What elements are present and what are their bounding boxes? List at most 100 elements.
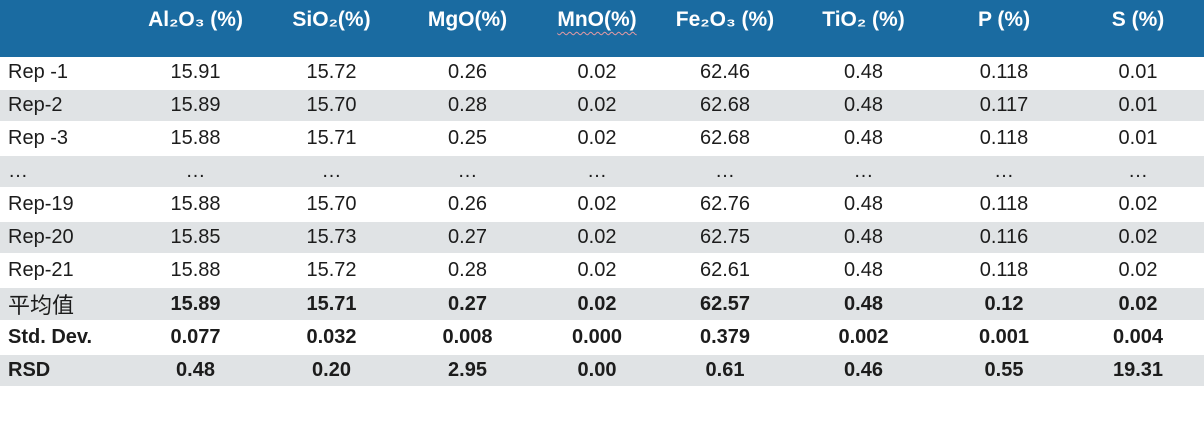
cell-mean-p: 0.12 — [936, 287, 1072, 322]
cell-rep-3-sio2: 15.71 — [263, 122, 400, 156]
cell-rep-1-p: 0.118 — [936, 57, 1072, 90]
cell-rep-3-mno: 0.02 — [535, 122, 659, 156]
cell-ellipsis-al2o3: … — [128, 155, 263, 189]
cell-rep-20-sio2: 15.73 — [263, 221, 400, 255]
table-row-rep-20: Rep-20 15.85 15.73 0.27 0.02 62.75 0.48 0.116 0.… — [0, 221, 1204, 255]
cell-rep-21-s: 0.02 — [1072, 254, 1204, 288]
replicate-analysis-table: Al₂O₃ (%) SiO₂(%) MgO(%) MnO(%) Fe₂O₃ (%) TiO… — [0, 0, 1204, 388]
cell-rep-19-mgo: 0.26 — [400, 188, 535, 222]
row-label-ellipsis: … — [0, 155, 128, 189]
cell-rep-2-al2o3: 15.89 — [128, 89, 263, 123]
column-header-p: P (%) — [936, 0, 1072, 57]
cell-rep-3-fe2o3: 62.68 — [659, 122, 791, 156]
cell-rep-20-fe2o3: 62.75 — [659, 221, 791, 255]
cell-rep-1-mgo: 0.26 — [400, 57, 535, 90]
table-row-ellipsis: ……………………… — [0, 155, 1204, 189]
cell-ellipsis-p: … — [936, 155, 1072, 189]
cell-rep-1-mno: 0.02 — [535, 57, 659, 90]
table-row-mean: 平均值 15.89 15.71 0.27 0.02 62.57 0.48 0.12 0.02 — [0, 287, 1204, 322]
row-label-rep-21: Rep-21 — [0, 254, 128, 288]
cell-mean-sio2: 15.71 — [263, 287, 400, 322]
cell-rsd-fe2o3: 0.61 — [659, 354, 791, 388]
cell-ellipsis-tio2: … — [791, 155, 936, 189]
cell-rep-19-s: 0.02 — [1072, 188, 1204, 222]
table-row-std-dev: Std. Dev. 0.077 0.032 0.008 0.000 0.379 0.002 0… — [0, 321, 1204, 355]
cell-ellipsis-mno: … — [535, 155, 659, 189]
spellcheck-squiggle-text: MnO(%) — [557, 8, 637, 31]
cell-rep-3-mgo: 0.25 — [400, 122, 535, 156]
cell-rep-1-fe2o3: 62.46 — [659, 57, 791, 90]
row-label-std-dev: Std. Dev. — [0, 321, 128, 355]
cell-mean-tio2: 0.48 — [791, 287, 936, 322]
cell-rep-2-s: 0.01 — [1072, 89, 1204, 123]
row-label-rep-1: Rep -1 — [0, 57, 128, 90]
cell-rsd-p: 0.55 — [936, 354, 1072, 388]
cell-ellipsis-sio2: … — [263, 155, 400, 189]
cell-rep-2-mno: 0.02 — [535, 89, 659, 123]
table-header: Al₂O₃ (%) SiO₂(%) MgO(%) MnO(%) Fe₂O₃ (%) TiO… — [0, 0, 1204, 57]
row-label-rep-19: Rep-19 — [0, 188, 128, 222]
table-row-rep-3: Rep -3 15.88 15.71 0.25 0.02 62.68 0.48 0.118 0.… — [0, 122, 1204, 156]
column-header-sio2: SiO₂(%) — [263, 0, 400, 57]
cell-rep-20-mgo: 0.27 — [400, 221, 535, 255]
column-header-mgo: MgO(%) — [400, 0, 535, 57]
cell-rep-3-al2o3: 15.88 — [128, 122, 263, 156]
cell-ellipsis-s: … — [1072, 155, 1204, 189]
cell-std-dev-sio2: 0.032 — [263, 321, 400, 355]
cell-rep-21-p: 0.118 — [936, 254, 1072, 288]
cell-mean-al2o3: 15.89 — [128, 287, 263, 322]
cell-mean-fe2o3: 62.57 — [659, 287, 791, 322]
column-header-mno: MnO(%) — [535, 0, 659, 57]
row-label-rep-3: Rep -3 — [0, 122, 128, 156]
corner-header-cell — [0, 0, 128, 57]
table-body: Rep -1 15.91 15.72 0.26 0.02 62.46 0.48 0.118 0.… — [0, 57, 1204, 388]
cell-rep-21-mgo: 0.28 — [400, 254, 535, 288]
cell-rep-20-mno: 0.02 — [535, 221, 659, 255]
cell-std-dev-fe2o3: 0.379 — [659, 321, 791, 355]
table-row-rep-1: Rep -1 15.91 15.72 0.26 0.02 62.46 0.48 0.118 0.… — [0, 57, 1204, 90]
cell-rep-2-p: 0.117 — [936, 89, 1072, 123]
cell-rep-21-fe2o3: 62.61 — [659, 254, 791, 288]
column-header-tio2: TiO₂ (%) — [791, 0, 936, 57]
cell-rsd-s: 19.31 — [1072, 354, 1204, 388]
cell-ellipsis-fe2o3: … — [659, 155, 791, 189]
cell-rep-19-p: 0.118 — [936, 188, 1072, 222]
column-header-s: S (%) — [1072, 0, 1204, 57]
row-label-rsd: RSD — [0, 354, 128, 388]
cell-ellipsis-mgo: … — [400, 155, 535, 189]
cell-std-dev-p: 0.001 — [936, 321, 1072, 355]
cell-mean-s: 0.02 — [1072, 287, 1204, 322]
cell-rep-21-tio2: 0.48 — [791, 254, 936, 288]
cell-rep-1-s: 0.01 — [1072, 57, 1204, 90]
table-row-rep-19: Rep-19 15.88 15.70 0.26 0.02 62.76 0.48 0.118 0.… — [0, 188, 1204, 222]
cell-rep-21-mno: 0.02 — [535, 254, 659, 288]
cell-rep-1-al2o3: 15.91 — [128, 57, 263, 90]
cell-rsd-al2o3: 0.48 — [128, 354, 263, 388]
cell-rep-1-tio2: 0.48 — [791, 57, 936, 90]
cell-rep-19-fe2o3: 62.76 — [659, 188, 791, 222]
column-header-fe2o3: Fe₂O₃ (%) — [659, 0, 791, 57]
cell-rep-20-p: 0.116 — [936, 221, 1072, 255]
table-row-rsd: RSD 0.48 0.20 2.95 0.00 0.61 0.46 0.55 19.31 — [0, 354, 1204, 388]
cell-mean-mno: 0.02 — [535, 287, 659, 322]
cell-rep-3-tio2: 0.48 — [791, 122, 936, 156]
cell-rep-21-sio2: 15.72 — [263, 254, 400, 288]
cell-rep-21-al2o3: 15.88 — [128, 254, 263, 288]
cell-rep-20-al2o3: 15.85 — [128, 221, 263, 255]
cell-std-dev-s: 0.004 — [1072, 321, 1204, 355]
cell-rep-19-sio2: 15.70 — [263, 188, 400, 222]
row-label-rep-20: Rep-20 — [0, 221, 128, 255]
cell-rep-3-p: 0.118 — [936, 122, 1072, 156]
cell-std-dev-mno: 0.000 — [535, 321, 659, 355]
cell-std-dev-tio2: 0.002 — [791, 321, 936, 355]
cell-rep-20-tio2: 0.48 — [791, 221, 936, 255]
cell-rep-2-tio2: 0.48 — [791, 89, 936, 123]
column-header-al2o3: Al₂O₃ (%) — [128, 0, 263, 57]
cell-rep-1-sio2: 15.72 — [263, 57, 400, 90]
row-label-mean: 平均值 — [0, 287, 128, 322]
cell-rep-19-al2o3: 15.88 — [128, 188, 263, 222]
cell-rsd-mgo: 2.95 — [400, 354, 535, 388]
row-label-rep-2: Rep-2 — [0, 89, 128, 123]
cell-rep-20-s: 0.02 — [1072, 221, 1204, 255]
